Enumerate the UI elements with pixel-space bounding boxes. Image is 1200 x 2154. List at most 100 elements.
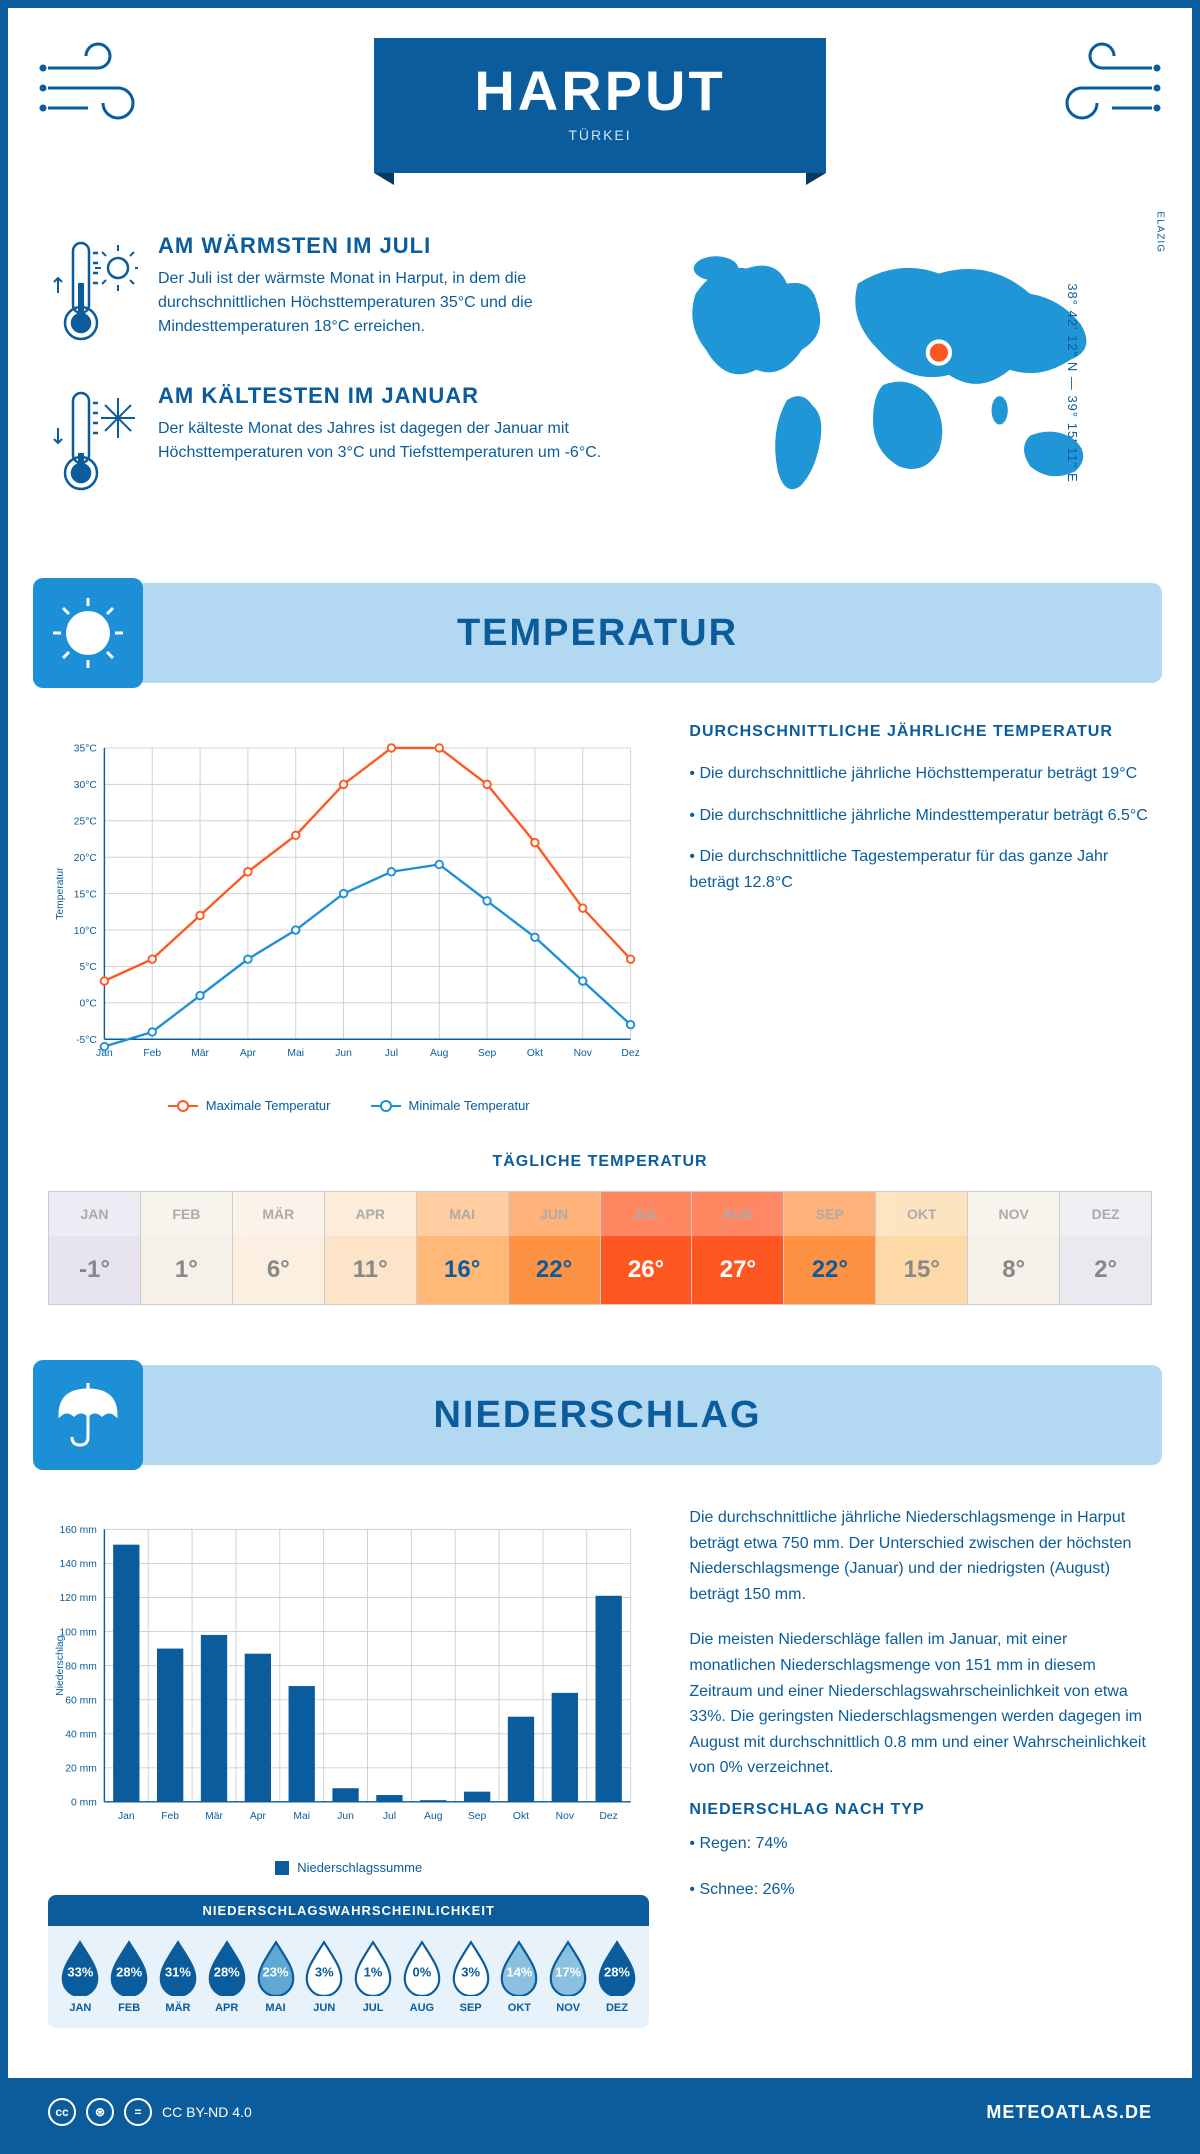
sun-icon — [33, 578, 143, 688]
precip-p2: Die meisten Niederschläge fallen im Janu… — [689, 1627, 1152, 1781]
svg-text:0 mm: 0 mm — [71, 1798, 97, 1809]
svg-text:Apr: Apr — [240, 1048, 257, 1059]
svg-text:30°C: 30°C — [74, 780, 98, 791]
svg-text:Aug: Aug — [424, 1811, 443, 1822]
probability-drop: 23%MAI — [254, 1940, 298, 2014]
coordinates: 38° 42' 12" N — 39° 15' 11" E — [1065, 283, 1080, 482]
svg-text:Mai: Mai — [293, 1811, 310, 1822]
svg-text:35°C: 35°C — [74, 744, 98, 755]
temperature-chart: -5°C0°C5°C10°C15°C20°C25°C30°C35°CJanFeb… — [48, 723, 649, 1113]
daily-temperature-table: TÄGLICHE TEMPERATUR JAN-1°FEB1°MÄR6°APR1… — [8, 1153, 1192, 1345]
legend-max-label: Maximale Temperatur — [206, 1098, 331, 1113]
temp-fact-3: • Die durchschnittliche Tagestemperatur … — [689, 844, 1152, 895]
header-banner: HARPUT TÜRKEI — [374, 38, 825, 173]
temperature-title: TEMPERATUR — [143, 612, 1162, 655]
temp-fact-2: • Die durchschnittliche jährliche Mindes… — [689, 803, 1152, 829]
svg-text:Aug: Aug — [430, 1048, 449, 1059]
svg-text:Jan: Jan — [118, 1811, 135, 1822]
temperature-banner: TEMPERATUR — [38, 583, 1162, 683]
probability-drop: 28%FEB — [107, 1940, 151, 2014]
svg-text:Sep: Sep — [468, 1811, 487, 1822]
warmest-text: Der Juli ist der wärmste Monat in Harput… — [158, 267, 605, 339]
temp-cell: MÄR6° — [233, 1192, 325, 1304]
svg-text:Apr: Apr — [250, 1811, 267, 1822]
chart-legend: Maximale Temperatur Minimale Temperatur — [48, 1098, 649, 1113]
probability-drop: 33%JAN — [58, 1940, 102, 2014]
svg-text:15°C: 15°C — [74, 889, 98, 900]
precipitation-banner: NIEDERSCHLAG — [38, 1365, 1162, 1465]
svg-text:Feb: Feb — [161, 1811, 179, 1822]
by-icon: ⊛ — [86, 2098, 114, 2126]
svg-text:Jun: Jun — [335, 1048, 352, 1059]
svg-text:140 mm: 140 mm — [60, 1559, 97, 1570]
cc-icon: cc — [48, 2098, 76, 2126]
precipitation-title: NIEDERSCHLAG — [143, 1394, 1162, 1437]
coldest-text: Der kälteste Monat des Jahres ist dagege… — [158, 417, 605, 465]
info-row: AM WÄRMSTEN IM JULI Der Juli ist der wär… — [8, 213, 1192, 563]
svg-text:Niederschlag: Niederschlag — [55, 1635, 66, 1696]
svg-text:Temperatur: Temperatur — [55, 867, 66, 920]
svg-text:Nov: Nov — [556, 1811, 575, 1822]
precipitation-text: Die durchschnittliche jährliche Niedersc… — [689, 1505, 1152, 2028]
precip-type-rain: • Regen: 74% — [689, 1831, 1152, 1857]
svg-text:Dez: Dez — [599, 1811, 617, 1822]
svg-text:Jun: Jun — [337, 1811, 354, 1822]
temp-cell: SEP22° — [784, 1192, 876, 1304]
temp-cell: MAI16° — [417, 1192, 509, 1304]
precip-legend: Niederschlagssumme — [48, 1860, 649, 1875]
nd-icon: = — [124, 2098, 152, 2126]
coldest-block: AM KÄLTESTEN IM JANUAR Der kälteste Mona… — [48, 383, 605, 503]
svg-text:Dez: Dez — [621, 1048, 639, 1059]
probability-drop: 28%DEZ — [595, 1940, 639, 2014]
thermometer-cold-icon — [48, 383, 138, 503]
svg-text:Nov: Nov — [574, 1048, 593, 1059]
probability-drop: 0%AUG — [400, 1940, 444, 2014]
probability-drop: 28%APR — [205, 1940, 249, 2014]
svg-text:Jul: Jul — [383, 1811, 396, 1822]
svg-text:80 mm: 80 mm — [65, 1661, 97, 1672]
svg-text:10°C: 10°C — [74, 926, 98, 937]
svg-text:60 mm: 60 mm — [65, 1695, 97, 1706]
probability-drop: 14%OKT — [497, 1940, 541, 2014]
warmest-block: AM WÄRMSTEN IM JULI Der Juli ist der wär… — [48, 233, 605, 353]
svg-text:160 mm: 160 mm — [60, 1525, 97, 1536]
precip-p1: Die durchschnittliche jährliche Niedersc… — [689, 1505, 1152, 1607]
daily-temp-title: TÄGLICHE TEMPERATUR — [48, 1153, 1152, 1171]
svg-text:Mär: Mär — [205, 1811, 223, 1822]
precip-type-title: NIEDERSCHLAG NACH TYP — [689, 1801, 1152, 1819]
probability-drop: 31%MÄR — [156, 1940, 200, 2014]
precip-type-snow: • Schnee: 26% — [689, 1877, 1152, 1903]
svg-text:5°C: 5°C — [80, 962, 98, 973]
world-map: 38° 42' 12" N — 39° 15' 11" E ELAZIG — [645, 233, 1152, 533]
svg-text:Jul: Jul — [385, 1048, 398, 1059]
svg-text:120 mm: 120 mm — [60, 1593, 97, 1604]
svg-text:20°C: 20°C — [74, 853, 98, 864]
svg-text:20 mm: 20 mm — [65, 1764, 97, 1775]
temp-cell: APR11° — [325, 1192, 417, 1304]
svg-text:40 mm: 40 mm — [65, 1729, 97, 1740]
svg-text:25°C: 25°C — [74, 817, 98, 828]
temp-cell: JAN-1° — [49, 1192, 141, 1304]
probability-drop: 17%NOV — [546, 1940, 590, 2014]
legend-min-label: Minimale Temperatur — [409, 1098, 530, 1113]
temp-cell: NOV8° — [968, 1192, 1060, 1304]
svg-text:-5°C: -5°C — [76, 1035, 97, 1046]
temp-cell: FEB1° — [141, 1192, 233, 1304]
temp-cell: OKT15° — [876, 1192, 968, 1304]
probability-drop: 1%JUL — [351, 1940, 395, 2014]
country-name: TÜRKEI — [474, 127, 725, 143]
license-text: CC BY-ND 4.0 — [162, 2104, 252, 2120]
probability-drop: 3%JUN — [302, 1940, 346, 2014]
temp-cell: JUN22° — [509, 1192, 601, 1304]
wind-icon — [38, 38, 148, 128]
footer: cc ⊛ = CC BY-ND 4.0 METEOATLAS.DE — [8, 2078, 1192, 2146]
temp-fact-1: • Die durchschnittliche jährliche Höchst… — [689, 761, 1152, 787]
temp-cell: JUL26° — [601, 1192, 693, 1304]
temp-cell: DEZ2° — [1060, 1192, 1151, 1304]
svg-text:Mai: Mai — [287, 1048, 304, 1059]
precipitation-chart: 0 mm20 mm40 mm60 mm80 mm100 mm120 mm140 … — [48, 1505, 649, 2028]
precip-legend-label: Niederschlagssumme — [297, 1860, 422, 1875]
svg-text:0°C: 0°C — [80, 999, 98, 1010]
svg-text:Feb: Feb — [143, 1048, 161, 1059]
svg-text:Mär: Mär — [191, 1048, 209, 1059]
